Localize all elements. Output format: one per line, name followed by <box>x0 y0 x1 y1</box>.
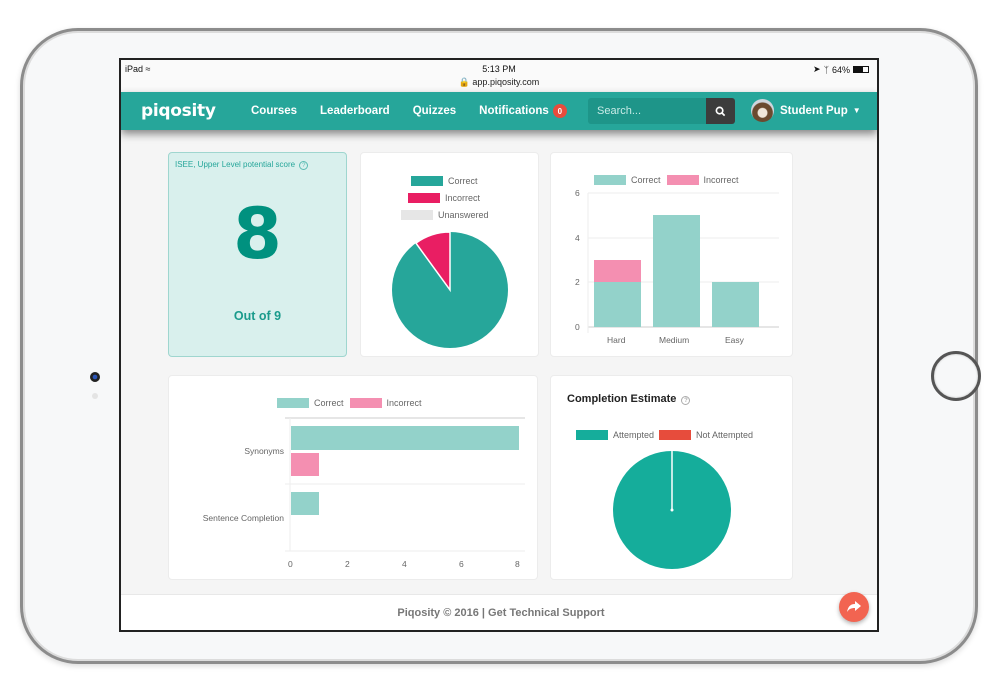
score-card: ISEE, Upper Level potential score ? 8 Ou… <box>168 152 347 357</box>
svg-text:6: 6 <box>459 559 464 569</box>
legend-swatch <box>401 210 433 220</box>
address-bar[interactable]: 🔒 app.piqosity.com <box>121 77 877 88</box>
legend-swatch <box>411 176 443 186</box>
status-bar: iPad ≈ 5:13 PM 🔒 app.piqosity.com ➤ ᛉ 64… <box>121 60 877 92</box>
legend-incorrect[interactable]: Incorrect <box>666 175 739 185</box>
legend-swatch <box>594 175 626 185</box>
svg-text:2: 2 <box>345 559 350 569</box>
completion-title: Completion Estimate ? <box>567 393 691 405</box>
nav-courses[interactable]: Courses <box>251 105 298 117</box>
nav-notifications[interactable]: Notifications 0 <box>479 104 567 118</box>
help-icon[interactable]: ? <box>299 161 309 170</box>
search-form <box>588 98 735 124</box>
footer: Piqosity © 2016 | Get Technical Support <box>121 594 877 630</box>
footer-text[interactable]: Piqosity © 2016 | Get Technical Support <box>397 607 605 619</box>
svg-text:8: 8 <box>515 559 520 569</box>
score-out-of: Out of 9 <box>233 309 282 323</box>
score-label: ISEE, Upper Level potential score ? <box>175 160 309 170</box>
battery-percent: 64% <box>831 64 850 75</box>
legend-incorrect[interactable]: Incorrect <box>349 398 422 408</box>
legend-unanswered[interactable]: Unanswered <box>401 210 489 220</box>
svg-text:0: 0 <box>575 322 580 332</box>
svg-text:0: 0 <box>288 559 293 569</box>
completion-card: Completion Estimate ? Attempted Not Atte… <box>550 375 793 580</box>
legend-correct[interactable]: Correct <box>277 398 344 408</box>
nav-notifications-label: Notifications <box>479 105 549 117</box>
completion-legend: Attempted Not Attempted <box>576 430 753 440</box>
svg-text:4: 4 <box>575 233 580 243</box>
location-icon: ➤ <box>813 64 821 74</box>
wifi-icon: ≈ <box>145 64 151 74</box>
dashboard-content: ISEE, Upper Level potential score ? 8 Ou… <box>121 130 877 596</box>
score-value: 8 <box>233 193 282 275</box>
nav-links: Courses Leaderboard Quizzes Notification… <box>251 104 590 118</box>
status-right: ➤ ᛉ 64% <box>813 64 869 75</box>
svg-text:6: 6 <box>575 188 580 198</box>
legend-attempted[interactable]: Attempted <box>576 430 654 440</box>
nav-leaderboard[interactable]: Leaderboard <box>320 105 390 117</box>
help-icon[interactable]: ? <box>681 396 691 405</box>
legend-correct[interactable]: Correct <box>411 176 489 186</box>
svg-text:2: 2 <box>575 277 580 287</box>
legend-swatch <box>576 430 608 440</box>
difficulty-bar-card: Correct Incorrect 6 4 2 0 <box>550 152 793 357</box>
search-input[interactable] <box>588 98 706 124</box>
share-arrow-icon <box>847 601 861 612</box>
svg-text:Synonyms: Synonyms <box>244 446 284 456</box>
status-carrier: iPad ≈ <box>125 64 151 74</box>
answers-pie-card: Correct Incorrect Unanswered <box>360 152 539 357</box>
legend-swatch <box>659 430 692 440</box>
screen: iPad ≈ 5:13 PM 🔒 app.piqosity.com ➤ ᛉ 64… <box>119 58 879 632</box>
search-button[interactable] <box>706 98 735 124</box>
avatar <box>751 99 774 122</box>
search-icon <box>715 106 726 116</box>
share-button[interactable] <box>839 592 869 622</box>
home-button[interactable] <box>931 351 981 401</box>
brand-logo[interactable]: piqosity <box>141 101 216 121</box>
hbar-legend: Correct Incorrect <box>277 398 422 408</box>
legend-swatch <box>408 193 440 203</box>
nav-quizzes[interactable]: Quizzes <box>412 105 457 117</box>
user-name: Student Pup <box>780 104 848 117</box>
answers-pie-chart[interactable] <box>390 230 510 350</box>
bluetooth-icon: ᛉ <box>823 64 829 75</box>
svg-text:Sentence Completion: Sentence Completion <box>203 513 285 523</box>
legend-swatch <box>349 398 382 408</box>
legend-not-attempted[interactable]: Not Attempted <box>659 430 753 440</box>
svg-text:Hard: Hard <box>607 335 626 345</box>
user-menu[interactable]: Student Pup ▼ <box>751 99 861 122</box>
skill-bar-chart[interactable]: Synonyms Sentence Completion 0 2 4 6 8 <box>169 376 539 581</box>
svg-text:Easy: Easy <box>725 335 745 345</box>
completion-pie-chart[interactable] <box>612 450 732 570</box>
legend-correct[interactable]: Correct <box>594 175 661 185</box>
legend-swatch <box>666 175 699 185</box>
pie-legend: Correct Incorrect Unanswered <box>401 176 489 220</box>
navbar: piqosity Courses Leaderboard Quizzes Not… <box>121 92 877 130</box>
difficulty-bar-chart[interactable]: 6 4 2 0 Hard Medium Easy <box>551 153 794 358</box>
lock-icon: 🔒 <box>458 77 470 87</box>
battery-icon <box>853 66 869 73</box>
caret-down-icon: ▼ <box>852 106 861 115</box>
camera-icon <box>90 372 100 382</box>
notification-badge: 0 <box>552 104 567 118</box>
svg-text:Medium: Medium <box>659 335 689 345</box>
bar-legend: Correct Incorrect <box>594 175 739 185</box>
sensor-icon <box>92 393 98 399</box>
legend-swatch <box>277 398 309 408</box>
url-text: app.piqosity.com <box>472 77 540 87</box>
legend-incorrect[interactable]: Incorrect <box>408 193 489 203</box>
skill-bar-card: Correct Incorrect Synonyms Sentence Comp… <box>168 375 538 580</box>
status-time: 5:13 PM <box>482 64 516 74</box>
svg-text:4: 4 <box>402 559 407 569</box>
